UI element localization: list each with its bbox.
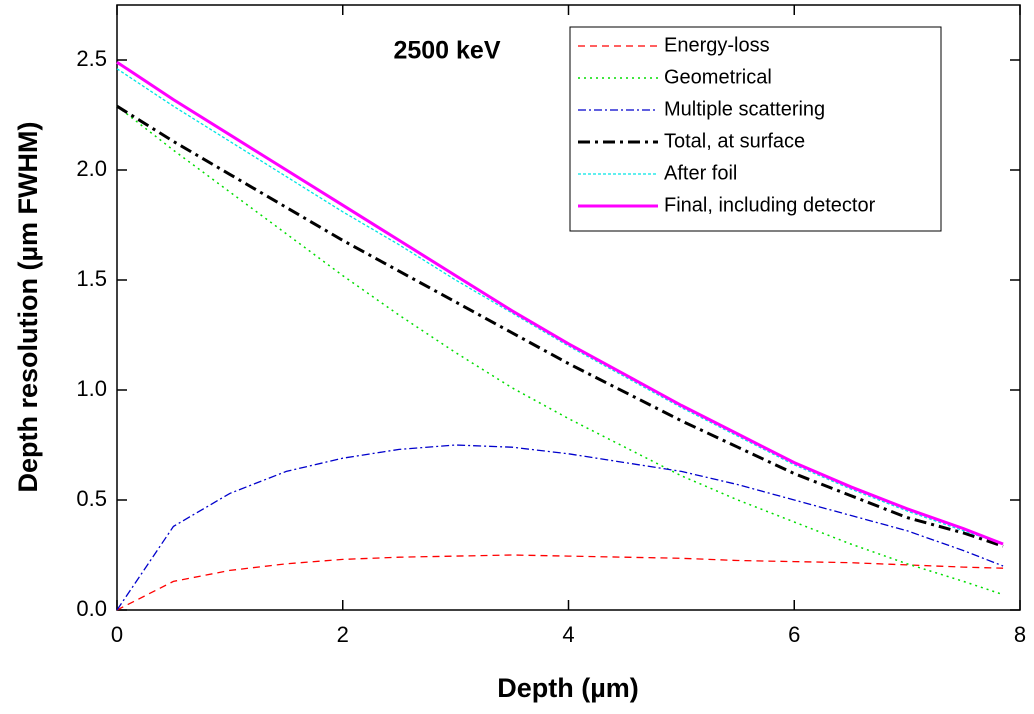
series-line bbox=[116, 60, 1004, 546]
y-tick-label: 2.5 bbox=[76, 46, 107, 71]
y-tick-label: 1.0 bbox=[76, 376, 107, 401]
legend-label: Multiple scattering bbox=[664, 98, 825, 120]
y-tick-label: 2.0 bbox=[76, 156, 107, 181]
legend-label: Total, at surface bbox=[664, 130, 805, 152]
y-tick-label: 0.0 bbox=[76, 596, 107, 621]
legend-label: Final, including detector bbox=[664, 194, 876, 216]
x-tick-label: 4 bbox=[562, 622, 574, 647]
x-tick-label: 8 bbox=[1014, 622, 1026, 647]
y-tick-label: 0.5 bbox=[76, 486, 107, 511]
series-line bbox=[116, 68, 1004, 545]
legend bbox=[569, 26, 942, 232]
series-line bbox=[116, 444, 1004, 611]
x-tick-label: 6 bbox=[788, 622, 800, 647]
x-tick-label: 0 bbox=[111, 622, 123, 647]
annotation: 2500 keV bbox=[393, 37, 500, 65]
legend-label: After foil bbox=[664, 162, 737, 184]
legend-label: Geometrical bbox=[664, 66, 772, 88]
y-axis-label: Depth resolution (µm FWHM) bbox=[13, 121, 43, 492]
x-tick-label: 2 bbox=[337, 622, 349, 647]
y-tick-label: 1.5 bbox=[76, 266, 107, 291]
legend-label: Energy-loss bbox=[664, 34, 770, 56]
x-axis-label: Depth (µm) bbox=[497, 673, 639, 703]
series-line bbox=[116, 104, 1004, 548]
series-line bbox=[116, 554, 1004, 611]
